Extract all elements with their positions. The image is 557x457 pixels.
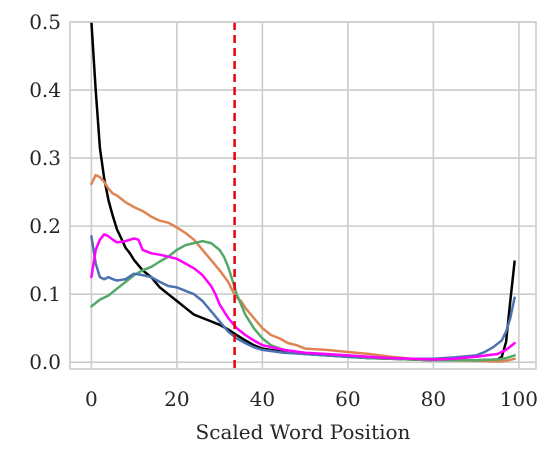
y-tick-label: 0.2 (29, 214, 61, 238)
y-tick-label: 0.5 (29, 10, 61, 34)
tick-labels: 0 20 40 60 80 100 0.0 0.1 0.2 0.3 0.4 0.5 (29, 10, 538, 411)
x-tick-label: 0 (85, 387, 98, 411)
series-line-3 (90, 239, 516, 362)
x-tick-label: 80 (421, 387, 446, 411)
y-tick-label: 0.1 (29, 282, 61, 306)
series-line-1 (90, 22, 516, 362)
grid-lines (70, 21, 536, 369)
series-line-2 (90, 173, 516, 363)
series-line-5 (90, 233, 516, 361)
y-tick-label: 0.0 (29, 350, 61, 374)
x-tick-label: 20 (164, 387, 189, 411)
x-tick-label: 100 (500, 387, 538, 411)
x-tick-label: 40 (250, 387, 275, 411)
plot-frame (69, 21, 537, 370)
x-axis-label: Scaled Word Position (196, 420, 411, 444)
y-tick-label: 0.3 (29, 146, 61, 170)
series-line-4 (90, 235, 516, 361)
x-tick-label: 60 (335, 387, 360, 411)
y-tick-label: 0.4 (29, 78, 61, 102)
series-layer (90, 22, 516, 363)
